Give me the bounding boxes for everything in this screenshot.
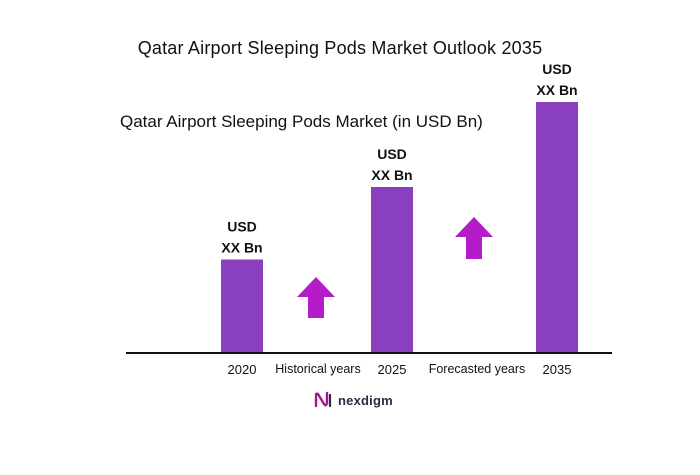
logo-text: nexdigm [338, 392, 393, 408]
data-label-2025-2: XX Bn [371, 167, 412, 183]
data-label-2035-1: USD [542, 61, 572, 77]
x-tick-label-2035: 2035 [543, 362, 572, 377]
nexdigm-logo-mark-icon [314, 391, 332, 408]
period-label-2: Forecasted years [429, 362, 526, 376]
bar-2035 [536, 102, 578, 352]
data-label-2025-1: USD [377, 146, 407, 162]
bar-2020 [221, 259, 263, 352]
chart-subtitle: Qatar Airport Sleeping Pods Market (in U… [120, 112, 483, 131]
growth-arrow-up-icon-1 [297, 277, 335, 318]
period-label-1: Historical years [275, 362, 360, 376]
bar-2025 [371, 187, 413, 352]
nexdigm-logo: nexdigm [314, 391, 393, 409]
growth-arrow-up-icon-2 [455, 217, 493, 259]
data-label-2020-1: USD [227, 219, 257, 235]
x-tick-label-2020: 2020 [228, 362, 257, 377]
x-tick-label-2025: 2025 [378, 362, 407, 377]
data-label-2035-2: XX Bn [536, 82, 577, 98]
chart-title: Qatar Airport Sleeping Pods Market Outlo… [137, 38, 543, 58]
data-label-2020-2: XX Bn [221, 240, 262, 256]
